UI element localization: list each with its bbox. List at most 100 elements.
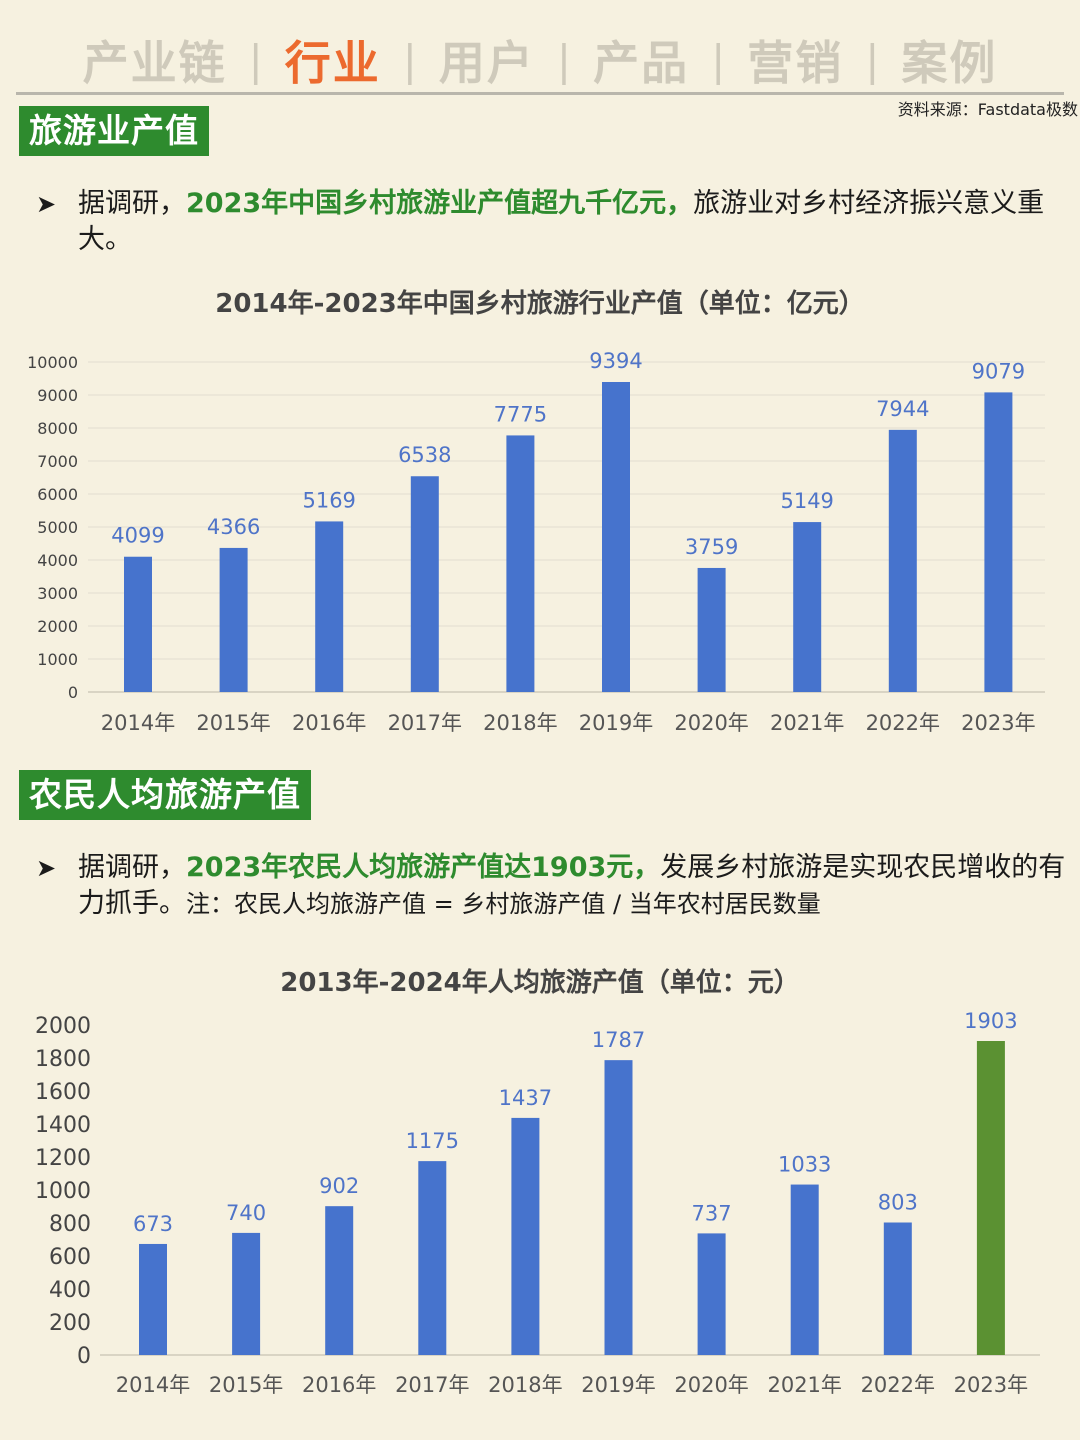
c2-bar <box>883 1222 912 1355</box>
c1-y-tick-label: 2000 <box>37 617 78 636</box>
bullet-rest: 发展乡村旅游是实现农民增收的有力抓手。 <box>78 852 1066 919</box>
c2-x-tick-label: 2022年 <box>861 1373 935 1397</box>
c2-bar <box>325 1206 354 1355</box>
c2-bar <box>139 1243 167 1355</box>
c2-bar <box>976 1041 1005 1355</box>
bullet-highlight: 2023年中国乡村旅游业产值超九千亿元， <box>186 188 694 219</box>
c1-y-tick-label: 1000 <box>37 650 78 669</box>
c1-y-tick-label: 6000 <box>37 485 78 504</box>
nav-tab-products[interactable]: 产品 <box>593 36 690 90</box>
category-nav: 产业链 | 行业 | 用户 | 产品 | 营销 | 案例 <box>0 28 1080 92</box>
c2-data-label: 740 <box>226 1201 266 1225</box>
nav-tab-industry-chain[interactable]: 产业链 <box>82 36 227 90</box>
nav-tab-cases[interactable]: 案例 <box>901 36 998 90</box>
c2-data-label: 1903 <box>964 1009 1017 1033</box>
c1-x-tick-label: 2021年 <box>770 711 844 735</box>
data-source: 资料来源：Fastdata极数 <box>897 100 1078 119</box>
arrow-bullet-icon: ➤ <box>36 854 57 882</box>
c1-data-label: 5149 <box>780 489 833 513</box>
nav-tab-industry[interactable]: 行业 <box>284 36 381 90</box>
bullet-prefix: 据调研， <box>78 188 186 219</box>
c2-bar <box>697 1233 726 1355</box>
bullet-prefix: 据调研， <box>78 852 186 883</box>
c2-data-label: 673 <box>133 1212 173 1236</box>
c2-x-tick-label: 2021年 <box>767 1373 841 1397</box>
c1-bar <box>888 429 917 692</box>
bullet-highlight: 2023年农民人均旅游产值达1903元， <box>186 852 661 883</box>
chart2-title: 2013年-2024年人均旅游产值（单位：元） <box>280 968 800 998</box>
c2-y-tick-label: 600 <box>49 1245 91 1270</box>
c1-x-tick-label: 2022年 <box>866 711 940 735</box>
c2-data-label: 1175 <box>406 1129 459 1153</box>
c1-bar <box>124 556 152 692</box>
c1-x-tick-label: 2018年 <box>483 711 557 735</box>
c2-y-tick-label: 0 <box>77 1344 91 1369</box>
c1-y-tick-label: 5000 <box>37 518 78 537</box>
c2-y-tick-label: 1600 <box>35 1080 91 1105</box>
c2-data-label: 1437 <box>499 1086 552 1110</box>
c2-x-tick-label: 2019年 <box>581 1373 655 1397</box>
c2-y-tick-label: 400 <box>49 1278 91 1303</box>
c1-x-tick-label: 2017年 <box>388 711 462 735</box>
c2-bar <box>604 1060 633 1355</box>
c1-y-tick-label: 3000 <box>37 584 78 603</box>
c2-x-tick-label: 2020年 <box>674 1373 748 1397</box>
c1-data-label: 7775 <box>494 402 547 426</box>
c2-data-label: 737 <box>692 1201 732 1225</box>
nav-separator: | <box>248 35 263 85</box>
chart1-title: 2014年-2023年中国乡村旅游行业产值（单位：亿元） <box>215 289 865 319</box>
c1-x-tick-label: 2019年 <box>579 711 653 735</box>
c1-y-tick-label: 9000 <box>37 386 78 405</box>
nav-separator: | <box>711 35 726 85</box>
c1-data-label: 6538 <box>398 443 451 467</box>
c1-bar <box>410 476 439 692</box>
c2-y-tick-label: 1800 <box>35 1047 91 1072</box>
section-title-per-capita-output: 农民人均旅游产值 <box>19 770 311 820</box>
c2-bar <box>232 1232 261 1355</box>
c1-x-tick-label: 2014年 <box>101 711 175 735</box>
arrow-bullet-icon: ➤ <box>36 190 57 218</box>
c1-x-tick-label: 2016年 <box>292 711 366 735</box>
c1-bar <box>793 522 822 692</box>
chart2-per-capita-tourism-output: 0 200 400 600 800 1000 1200 1400 1600 1800 2000 673… <box>35 1009 1040 1397</box>
c2-x-tick-label: 2014年 <box>116 1373 190 1397</box>
c1-data-label: 3759 <box>685 535 738 559</box>
c2-y-tick-label: 2000 <box>35 1014 91 1039</box>
c1-data-label: 4366 <box>207 515 260 539</box>
c1-bar <box>697 567 726 692</box>
nav-tab-marketing[interactable]: 营销 <box>747 36 844 90</box>
c2-bar <box>418 1161 447 1355</box>
c1-y-tick-label: 10000 <box>27 353 78 372</box>
c2-data-label: 1033 <box>778 1153 831 1177</box>
c2-x-tick-label: 2018年 <box>488 1373 562 1397</box>
c2-data-label: 902 <box>319 1174 359 1198</box>
c2-x-tick-label: 2017年 <box>395 1373 469 1397</box>
c2-y-tick-label: 1200 <box>35 1146 91 1171</box>
c1-bar <box>219 547 248 692</box>
c1-x-tick-label: 2015年 <box>196 711 270 735</box>
c2-data-label: 803 <box>878 1191 918 1215</box>
c1-y-tick-label: 0 <box>68 683 78 702</box>
c2-x-tick-label: 2015年 <box>209 1373 283 1397</box>
c1-y-tick-label: 8000 <box>37 419 78 438</box>
c2-bar <box>511 1117 540 1355</box>
c1-data-label: 9079 <box>972 359 1025 383</box>
c2-y-tick-label: 1400 <box>35 1113 91 1138</box>
bullet-rest: 旅游业对乡村经济振兴意义重大。 <box>78 188 1045 255</box>
c1-data-label: 5169 <box>302 488 355 512</box>
c1-x-tick-label: 2020年 <box>674 711 748 735</box>
section2-bullet: ➤ 据调研，2023年农民人均旅游产值达1903元，发展乡村旅游是实现农民增收的… <box>36 850 1066 922</box>
c2-x-tick-label: 2023年 <box>954 1373 1028 1397</box>
c1-y-tick-label: 7000 <box>37 452 78 471</box>
bullet-note: 注：农民人均旅游产值 = 乡村旅游产值 / 当年农村居民数量 <box>186 890 821 918</box>
nav-separator: | <box>865 35 880 85</box>
c1-bar <box>602 381 630 692</box>
c2-x-tick-label: 2016年 <box>302 1373 376 1397</box>
c1-bar <box>506 435 535 692</box>
c1-data-label: 9394 <box>589 349 642 373</box>
c1-bar <box>984 392 1013 692</box>
nav-separator: | <box>402 35 417 85</box>
c2-data-label: 1787 <box>592 1028 645 1052</box>
nav-tab-users[interactable]: 用户 <box>438 36 535 90</box>
c1-bar <box>315 521 344 692</box>
